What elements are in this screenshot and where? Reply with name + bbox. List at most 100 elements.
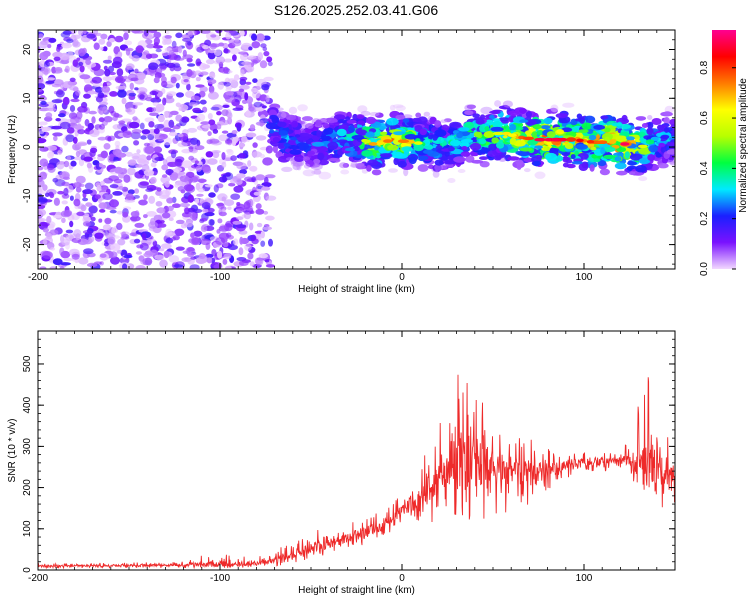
noise-blob	[238, 153, 247, 159]
noise-blob	[152, 45, 163, 49]
noise-blob	[205, 151, 214, 158]
signal-blob	[449, 121, 462, 128]
noise-blob	[91, 76, 102, 84]
noise-blob	[229, 179, 237, 184]
noise-blob	[222, 104, 230, 109]
noise-blob	[223, 66, 229, 74]
signal-blob	[461, 146, 468, 151]
noise-blob	[63, 160, 70, 168]
noise-blob	[173, 63, 181, 68]
noise-blob	[194, 160, 199, 164]
noise-blob	[125, 109, 132, 113]
noise-blob	[144, 146, 155, 154]
noise-blob	[255, 208, 265, 215]
signal-blob	[629, 153, 643, 161]
spectrogram-y-tick-label: -20	[22, 237, 33, 252]
signal-blob	[447, 178, 456, 183]
noise-blob	[74, 144, 80, 150]
noise-blob	[211, 261, 223, 269]
noise-blob	[149, 90, 159, 96]
noise-blob	[117, 238, 126, 246]
signal-blob	[570, 154, 576, 160]
noise-blob	[197, 113, 206, 122]
noise-blob	[233, 238, 239, 246]
signal-blob	[638, 157, 651, 165]
signal-blob	[322, 122, 330, 129]
noise-blob	[168, 217, 174, 222]
noise-blob	[226, 232, 232, 238]
noise-blob	[202, 64, 211, 69]
noise-blob	[159, 248, 165, 252]
noise-blob	[143, 50, 150, 56]
noise-blob	[162, 127, 172, 132]
noise-blob	[52, 214, 62, 219]
signal-blob	[277, 121, 287, 128]
noise-blob	[72, 182, 82, 188]
noise-blob	[208, 85, 215, 94]
noise-blob	[116, 77, 123, 83]
noise-blob	[89, 129, 100, 138]
noise-blob	[162, 159, 168, 166]
noise-blob	[247, 55, 257, 60]
noise-blob	[251, 176, 256, 183]
noise-blob	[46, 145, 58, 151]
signal-blob	[423, 111, 430, 117]
noise-blob	[177, 133, 184, 138]
noise-blob	[252, 90, 261, 99]
noise-blob	[66, 38, 74, 44]
noise-blob	[123, 254, 133, 259]
noise-blob	[195, 165, 202, 172]
noise-blob	[57, 190, 64, 195]
noise-blob	[41, 222, 50, 227]
signal-blob	[540, 125, 551, 130]
signal-blob	[283, 143, 291, 148]
noise-blob	[247, 160, 252, 167]
noise-blob	[38, 218, 47, 222]
noise-blob	[199, 30, 211, 34]
signal-blob	[404, 134, 418, 140]
noise-blob	[115, 85, 127, 90]
signal-blob	[269, 114, 278, 120]
colorbar-tick-label: 0.4	[699, 161, 710, 175]
signal-blob	[494, 100, 502, 107]
signal-peak	[375, 141, 385, 145]
signal-blob	[285, 114, 297, 121]
signal-blob	[621, 114, 628, 122]
noise-blob	[255, 135, 267, 141]
noise-blob	[169, 50, 174, 56]
noise-blob	[118, 120, 126, 125]
signal-blob	[351, 135, 365, 140]
signal-peak	[620, 142, 630, 146]
noise-blob	[108, 105, 115, 114]
noise-blob	[122, 30, 133, 33]
noise-blob	[94, 86, 103, 93]
noise-blob	[231, 130, 238, 135]
signal-blob	[571, 160, 583, 165]
signal-blob	[602, 146, 616, 152]
noise-blob	[239, 53, 248, 61]
signal-blob	[599, 168, 611, 176]
noise-blob	[241, 135, 248, 143]
signal-peak	[414, 141, 423, 145]
colorbar-tick-label: 0.6	[699, 111, 710, 125]
signal-blob	[369, 112, 380, 117]
noise-blob	[236, 202, 241, 206]
signal-blob	[289, 149, 302, 155]
noise-blob	[87, 90, 96, 95]
snr-y-tick-label: 0	[22, 567, 33, 573]
signal-peak	[383, 139, 393, 143]
noise-blob	[244, 92, 249, 101]
noise-blob	[38, 198, 48, 203]
signal-blob	[393, 131, 406, 136]
noise-blob	[61, 42, 72, 49]
noise-blob	[117, 51, 123, 58]
noise-blob	[262, 226, 273, 231]
noise-blob	[225, 172, 231, 177]
noise-blob	[71, 253, 80, 260]
noise-blob	[75, 89, 81, 96]
noise-blob	[129, 232, 138, 237]
noise-blob	[99, 209, 106, 213]
noise-blob	[51, 99, 63, 104]
noise-blob	[77, 128, 86, 135]
spectrogram-x-tick-label: -100	[210, 272, 230, 283]
